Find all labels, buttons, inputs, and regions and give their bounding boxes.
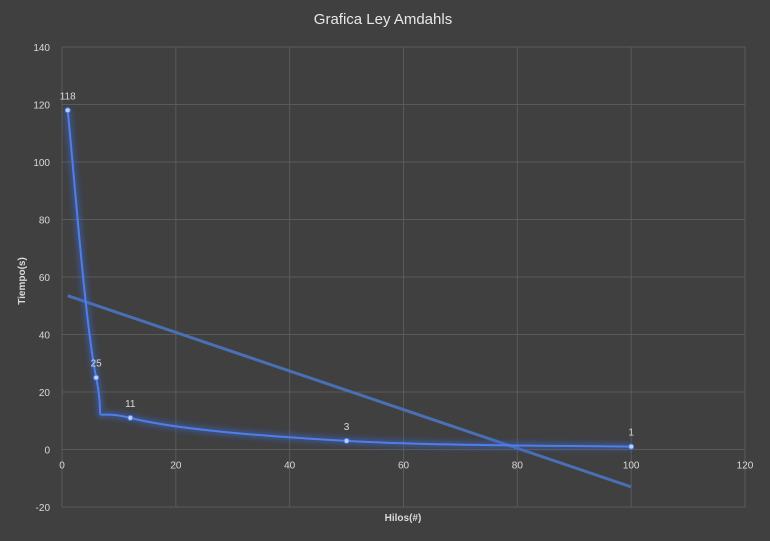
y-tick-label: 120	[33, 101, 50, 112]
data-point	[343, 437, 350, 444]
y-tick-label: 40	[39, 331, 51, 342]
x-axis-label: Hilos(#)	[385, 513, 422, 524]
x-tick-label: 20	[170, 461, 182, 472]
trendline	[67, 294, 632, 489]
x-tick-label: 0	[59, 461, 65, 472]
y-tick-label: 80	[39, 216, 51, 227]
data-point	[628, 443, 635, 450]
x-tick-label: 40	[284, 461, 296, 472]
series-line	[66, 110, 632, 448]
data-point	[64, 107, 71, 114]
tick-labels: 0 20 40 60 80 100 120 -20 0 20 40 60 80 100 120 140	[33, 43, 753, 514]
data-point	[127, 414, 134, 421]
chart-title: Grafica Ley Amdahls	[314, 11, 452, 28]
x-tick-label: 80	[512, 461, 524, 472]
y-tick-label: 140	[33, 43, 50, 54]
data-label: 118	[60, 91, 76, 102]
data-label: 25	[91, 359, 103, 370]
data-label: 1	[628, 428, 634, 439]
data-labels: 118 25 11 3 1	[60, 91, 635, 438]
x-tick-label: 60	[398, 461, 410, 472]
data-label: 11	[125, 399, 136, 410]
x-tick-label: 100	[623, 461, 640, 472]
series-layer	[64, 107, 635, 450]
y-tick-label: -20	[36, 503, 51, 514]
y-tick-label: 60	[39, 273, 51, 284]
y-tick-label: 100	[33, 158, 50, 169]
x-tick-label: 120	[737, 461, 754, 472]
trendline-layer	[67, 294, 632, 489]
series-line-glow	[64, 109, 632, 450]
gridlines	[61, 46, 746, 508]
data-point	[93, 374, 100, 381]
y-axis-label: Tiempo(s)	[17, 257, 28, 305]
data-label: 3	[344, 422, 350, 433]
y-tick-label: 20	[39, 388, 51, 399]
y-tick-label: 0	[44, 446, 50, 457]
